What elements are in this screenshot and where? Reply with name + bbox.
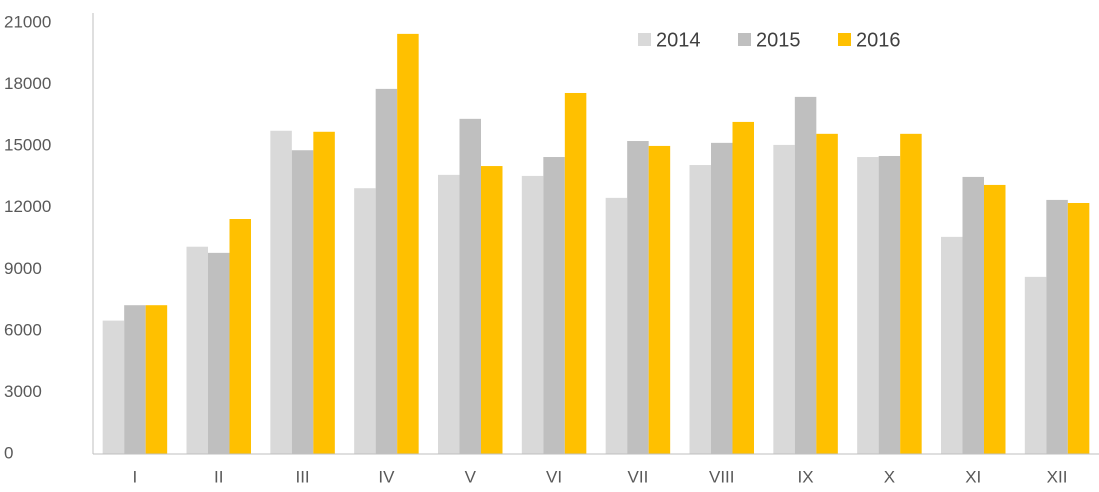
- bar: [900, 133, 922, 455]
- y-tick-label: 0: [4, 443, 13, 462]
- bar: [1067, 202, 1090, 454]
- bar: [962, 176, 984, 454]
- bar: [1024, 276, 1047, 454]
- bar: [270, 130, 292, 454]
- bar: [208, 252, 230, 454]
- bar: [1046, 199, 1068, 454]
- x-tick-label: X: [884, 467, 895, 486]
- x-tick-label: V: [465, 467, 477, 486]
- y-tick-label: 6000: [4, 320, 42, 339]
- bar: [102, 320, 125, 454]
- bar: [521, 175, 544, 454]
- x-tick-label: IX: [798, 467, 814, 486]
- y-tick-label: 9000: [4, 259, 42, 278]
- y-tick-label: 21000: [4, 12, 51, 31]
- bar: [145, 305, 168, 454]
- legend-label: 2014: [656, 29, 701, 51]
- bar: [794, 96, 817, 454]
- legend-label: 2015: [756, 29, 801, 51]
- legend: 2014 2015 2016: [638, 29, 901, 51]
- legend-swatch: [738, 33, 751, 46]
- x-tick-label: III: [295, 467, 309, 486]
- bar: [438, 174, 460, 454]
- bar: [186, 246, 208, 454]
- bar: [689, 165, 711, 454]
- bar: [816, 133, 838, 455]
- bar: [397, 33, 419, 454]
- x-tick-label: VII: [628, 467, 649, 486]
- x-tick-label: VIII: [709, 467, 735, 486]
- bar: [543, 157, 565, 454]
- bar: [878, 155, 901, 454]
- x-tick-label: XI: [965, 467, 981, 486]
- bar: [375, 88, 398, 454]
- bar: [773, 144, 795, 454]
- bar: [711, 142, 733, 454]
- bar: [564, 92, 587, 454]
- y-tick-label: 12000: [4, 197, 51, 216]
- x-tick-label: II: [214, 467, 223, 486]
- legend-swatch: [838, 33, 851, 46]
- bar: [481, 166, 503, 454]
- bar: [229, 219, 251, 454]
- x-tick-label: VI: [546, 467, 562, 486]
- x-tick-label: XII: [1047, 467, 1068, 486]
- bar: [354, 188, 376, 454]
- bar: [605, 197, 628, 454]
- bar: [124, 305, 146, 454]
- bar: [984, 184, 1006, 454]
- bar: [291, 150, 314, 454]
- bar: [941, 236, 963, 454]
- x-tick-label: IV: [378, 467, 395, 486]
- bar: [857, 157, 879, 454]
- bar: [459, 118, 481, 454]
- y-tick-label: 3000: [4, 382, 42, 401]
- bar: [648, 145, 671, 454]
- legend-label: 2016: [856, 29, 901, 51]
- bar: [732, 121, 754, 455]
- bar: [627, 141, 649, 454]
- y-tick-label: 18000: [4, 74, 51, 93]
- legend-swatch: [638, 33, 651, 46]
- bar: [313, 131, 335, 454]
- x-tick-label: I: [133, 467, 138, 486]
- y-tick-label: 15000: [4, 136, 51, 155]
